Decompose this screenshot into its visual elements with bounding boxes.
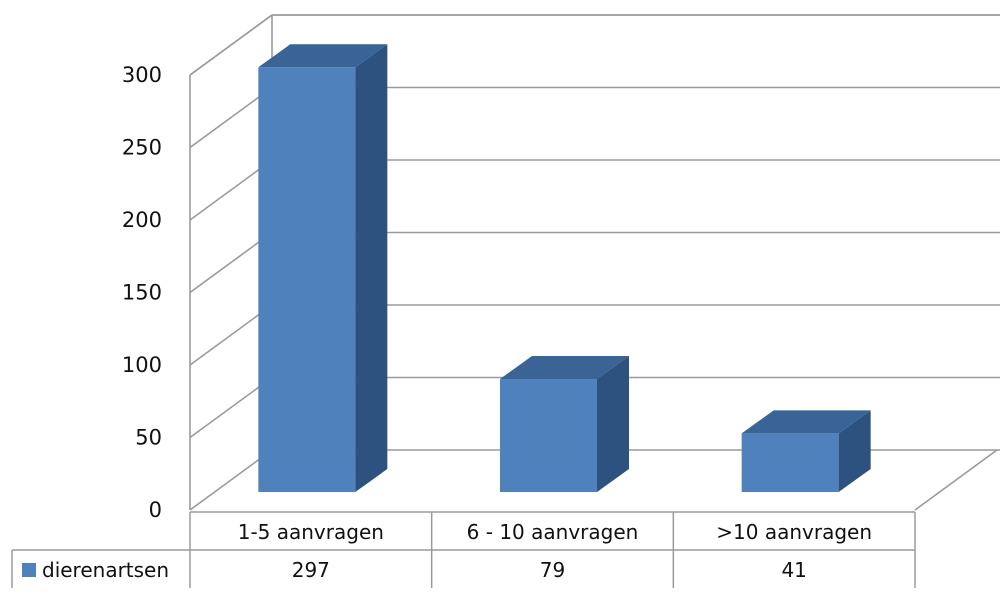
category-label: 1-5 aanvragen (238, 520, 384, 544)
bar (741, 410, 871, 492)
bar-top-face (258, 44, 388, 68)
bars (258, 44, 871, 492)
bar-front-face (741, 433, 839, 492)
y-tick-label: 0 (149, 498, 162, 522)
category-label: >10 aanvragen (716, 520, 872, 544)
bar-front-face (258, 67, 356, 492)
bar-front-face (500, 379, 597, 492)
bar-top-face (500, 356, 629, 380)
table-value: 297 (292, 558, 330, 582)
y-tick-label: 200 (122, 208, 162, 232)
category-label: 6 - 10 aanvragen (467, 520, 639, 544)
bar-side-face (355, 44, 388, 492)
y-tick-label: 50 (135, 426, 162, 450)
bar-side-face (838, 410, 871, 492)
left-wall-top-edge (189, 14, 273, 76)
floor-right-edge (914, 449, 998, 511)
y-tick-label: 100 (122, 353, 162, 377)
legend-swatch (22, 563, 36, 577)
bar-top-face (741, 410, 871, 434)
table-value: 41 (781, 558, 806, 582)
y-tick-label: 300 (122, 63, 162, 87)
y-tick-label: 250 (122, 136, 162, 160)
table-value: 79 (540, 558, 565, 582)
bar (258, 44, 388, 492)
data-table: 1-5 aanvragen 6 - 10 aanvragen >10 aanvrag… (11, 511, 916, 588)
bar-side-face (597, 356, 629, 492)
y-axis: 0 50 100 150 200 250 300 (122, 63, 162, 522)
bar (500, 356, 629, 492)
y-tick-label: 150 (122, 281, 162, 305)
series-name: dierenartsen (42, 558, 169, 582)
